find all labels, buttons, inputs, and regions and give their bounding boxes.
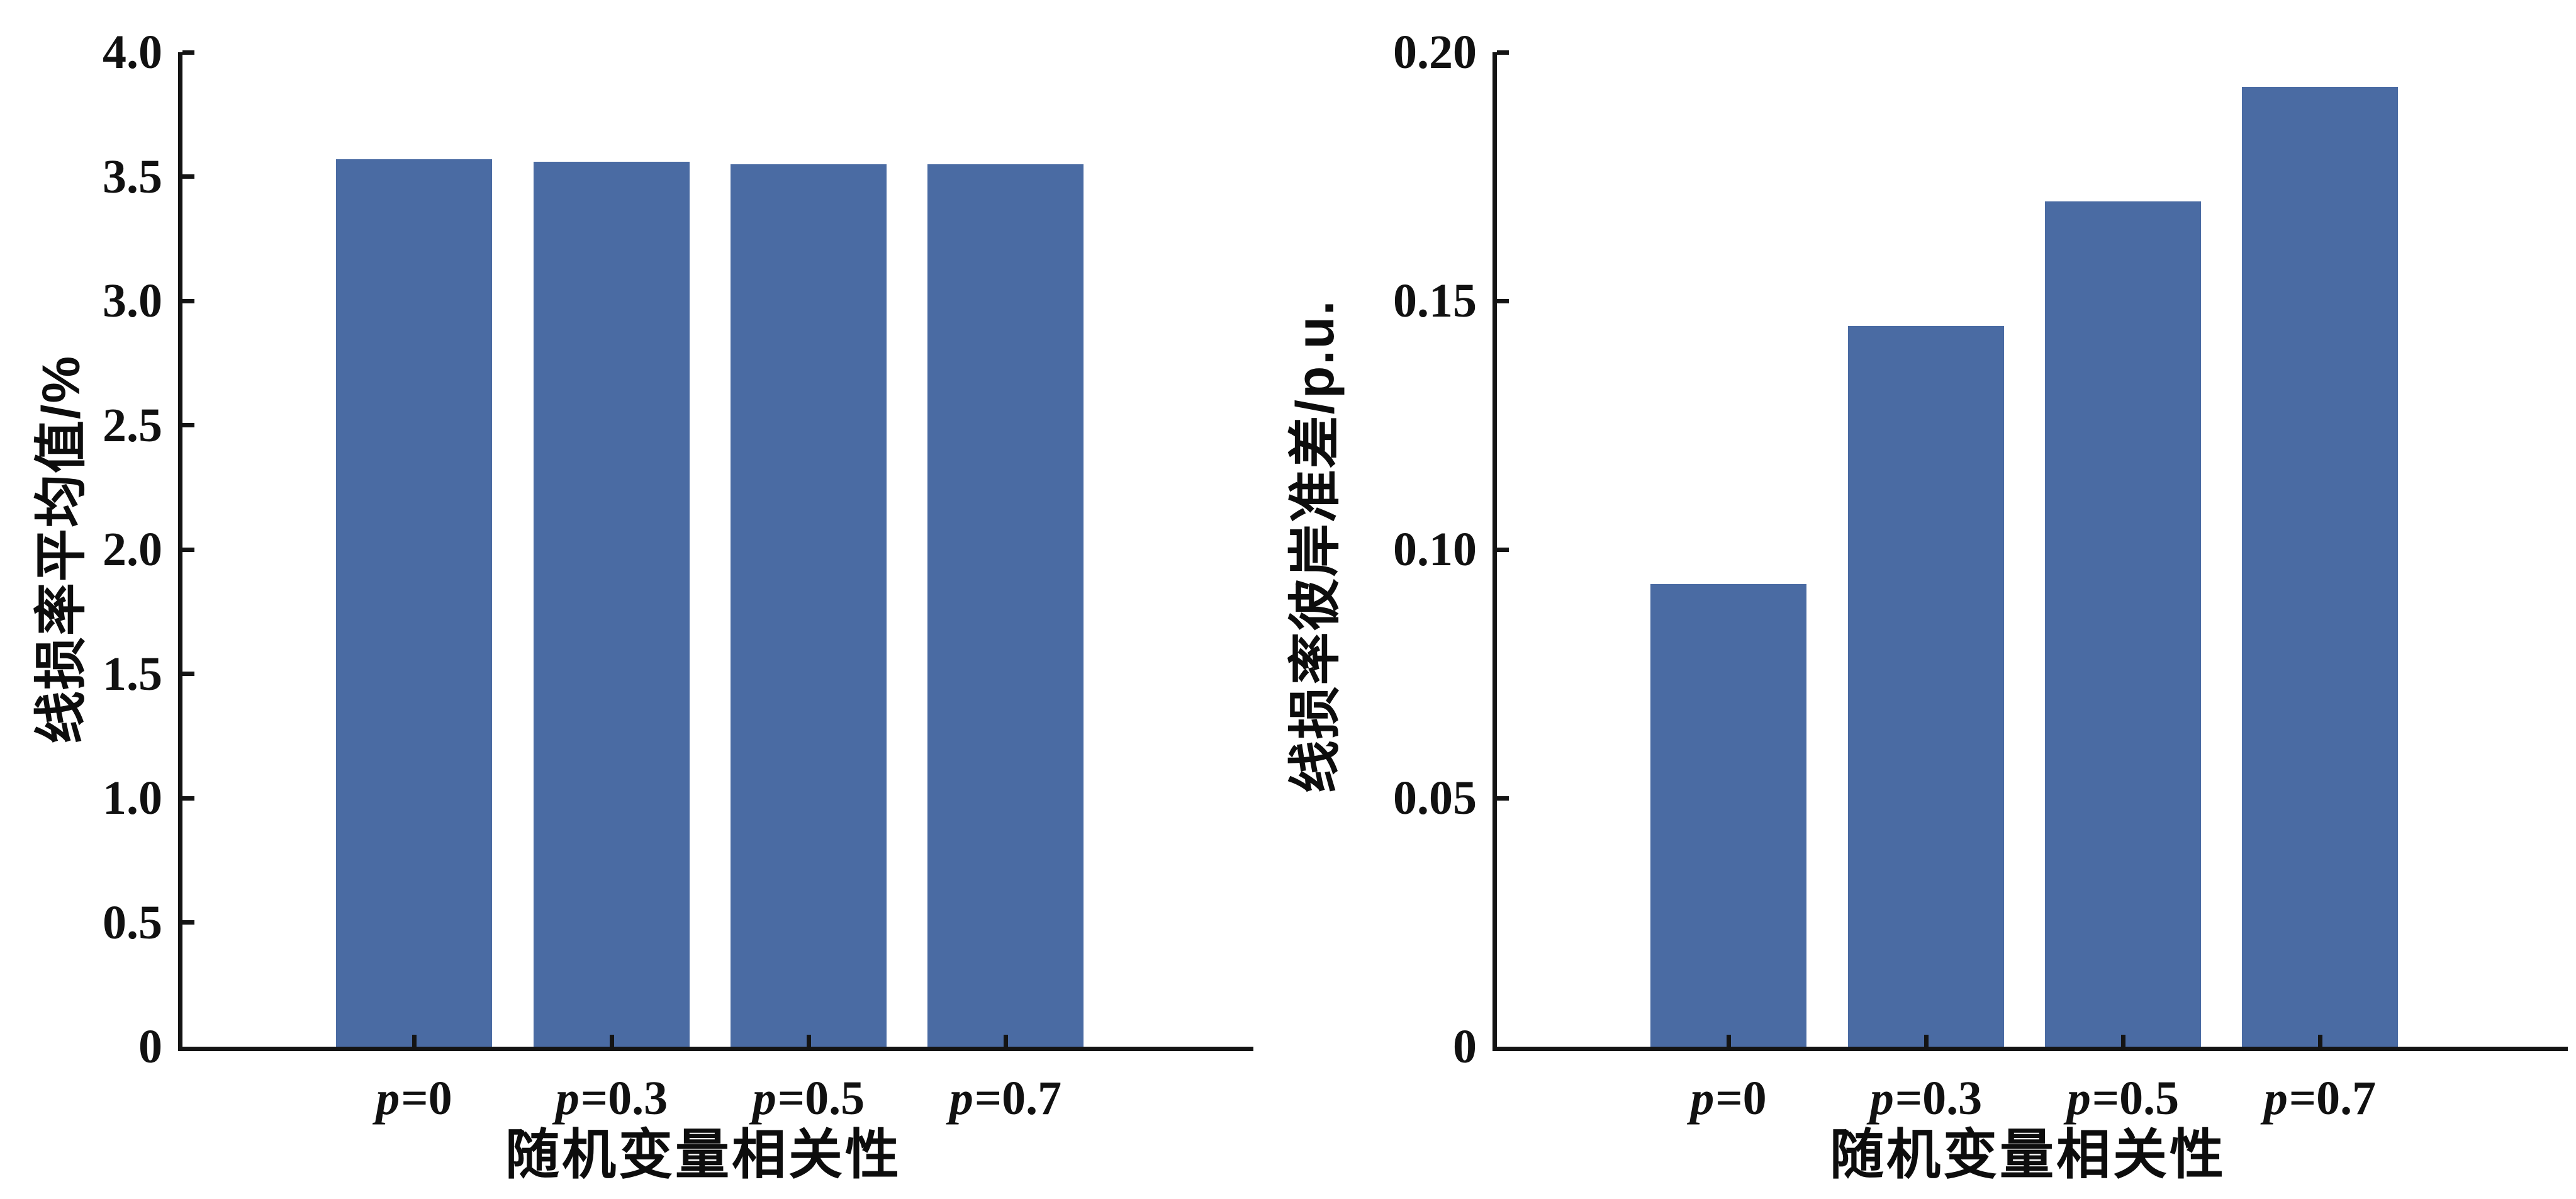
bar [927,164,1084,1047]
x-tick-mark [2120,1035,2125,1047]
y-tick-label: 0.05 [1393,772,1477,825]
x-tick-label: p=0.7 [949,1072,1062,1125]
y-tick-label: 2.5 [103,398,162,452]
y-tick-label: 4.0 [103,26,162,79]
x-tick-label: p=0.7 [2263,1072,2377,1125]
bar [2045,201,2201,1047]
y-tick-mark [1497,796,1509,801]
x-tick-label: p=0.3 [555,1072,668,1125]
y-tick-label: 3.5 [103,150,162,203]
bar [1650,584,1806,1047]
x-tick-mark [1726,1035,1731,1047]
italic-p: p [1869,1072,1894,1125]
x-tick-label: p=0 [376,1072,452,1125]
y-tick-mark [1497,50,1509,55]
italic-p: p [752,1072,776,1125]
y-tick-label: 0.10 [1393,523,1477,576]
y-tick-label: 0.15 [1393,274,1477,327]
x-tick-label: p=0.5 [752,1072,865,1125]
italic-p: p [1690,1072,1715,1125]
y-tick-mark [1497,547,1509,552]
bar [2242,87,2398,1047]
y-tick-mark [182,423,194,427]
x-tick-label: p=0.3 [1869,1072,1983,1125]
x-tick-mark [412,1035,417,1047]
left-plot-area: 0 0.5 1.0 1.5 2.0 2.5 3.0 3.5 4.0 p=0 p=0.3 p=0.5 p=… [103,28,1253,1122]
left-x-axis-title: 随机变量相关性 [505,1125,902,1185]
x-tick-mark [1003,1035,1008,1047]
x-tick-mark [2317,1035,2322,1047]
y-tick-mark [182,547,194,552]
italic-p: p [2263,1072,2288,1125]
y-tick-mark [182,50,194,55]
y-tick-mark [1497,298,1509,303]
italic-p: p [555,1072,580,1125]
y-tick-label: 0 [1453,1020,1477,1073]
y-tick-mark [182,920,194,925]
y-tick-label: 3.0 [103,274,162,327]
x-tick-label: p=0 [1690,1072,1767,1125]
y-tick-mark [182,298,194,303]
italic-p: p [376,1072,400,1125]
bar [731,164,887,1047]
x-tick-mark [1924,1035,1929,1047]
left-y-axis-title: 线损率平均值/% [31,354,91,745]
italic-p: p [2066,1072,2091,1125]
bar [534,161,690,1047]
bar [336,159,492,1047]
right-plot-area: 0 0.05 0.10 0.15 0.20 p=0 p=0.3 p=0.5 p=0.7 [1393,28,2568,1122]
y-tick-mark [182,796,194,801]
y-tick-label: 1.5 [103,647,162,701]
italic-p: p [949,1072,973,1125]
right-x-axis-title: 随机变量相关性 [1830,1125,2226,1185]
right-y-axis-title: 线损率彼岸准差/p.u. [1285,299,1345,794]
x-tick-label: p=0.5 [2066,1072,2180,1125]
bar [1848,325,2004,1047]
x-tick-mark [609,1035,614,1047]
y-tick-label: 0.20 [1393,26,1477,79]
y-tick-mark [182,672,194,676]
y-tick-label: 1.0 [103,772,162,825]
y-tick-mark [182,174,194,179]
y-tick-label: 0 [138,1020,162,1073]
x-tick-mark [806,1035,811,1047]
y-tick-label: 2.0 [103,523,162,576]
y-tick-label: 0.5 [103,896,162,949]
